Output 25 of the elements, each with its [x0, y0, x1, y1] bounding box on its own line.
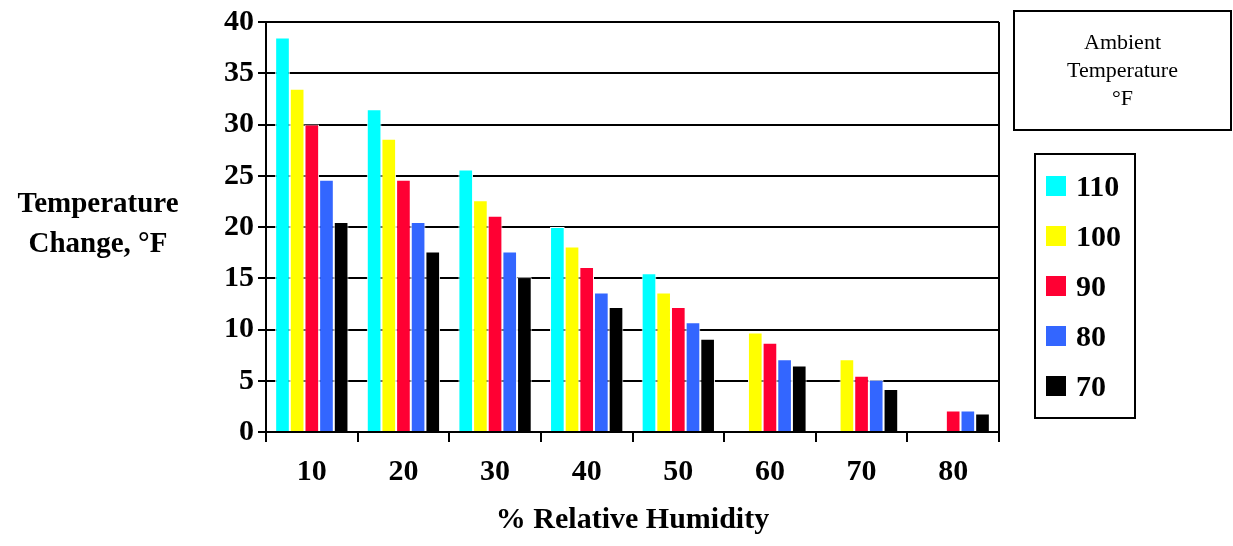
y-tick-label: 40 [224, 2, 254, 36]
x-axis-title: % Relative Humidity [495, 500, 770, 534]
legend-label: 80 [1076, 319, 1106, 353]
y-tick-label: 5 [239, 361, 254, 395]
x-tick-label: 30 [480, 452, 511, 486]
x-tick-label: 80 [938, 452, 969, 486]
x-tick-label: 60 [754, 452, 785, 486]
y-tick-label: 30 [224, 105, 254, 139]
x-tick-label: 20 [388, 452, 419, 486]
legend-title: Ambient Temperature °F [1013, 10, 1232, 131]
y-tick-label: 0 [239, 412, 254, 446]
x-tick-label: 70 [846, 452, 877, 486]
y-tick-label: 35 [224, 54, 254, 87]
y-axis-title: Temperature Change, °F [16, 185, 180, 260]
legend-label: 110 [1076, 169, 1120, 203]
x-tick-label: 50 [663, 452, 694, 486]
y-tick-label: 20 [224, 207, 254, 241]
x-tick-label: 40 [571, 452, 602, 486]
y-tick-label: 10 [224, 310, 254, 344]
legend-label: 100 [1076, 219, 1121, 253]
x-tick-label: 10 [296, 452, 327, 486]
legend-label: 90 [1076, 269, 1106, 303]
y-tick-label: 15 [224, 259, 254, 292]
legend-label: 70 [1076, 369, 1106, 403]
y-tick-label: 25 [224, 156, 254, 190]
